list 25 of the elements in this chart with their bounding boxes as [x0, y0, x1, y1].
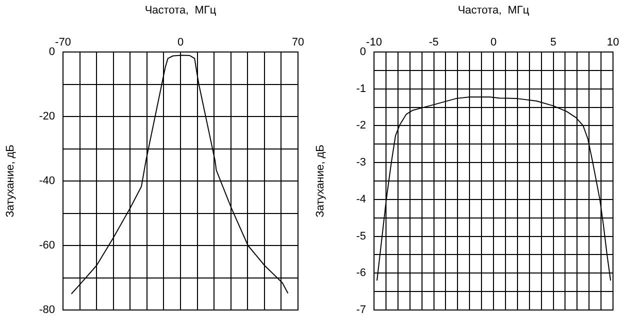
y-tick-label: -5 [356, 230, 366, 242]
y-tick-label: -7 [356, 304, 366, 316]
y-tick-label: -6 [356, 267, 366, 280]
y-tick-label: -1 [356, 82, 366, 95]
x-tick-label: 5 [550, 36, 556, 48]
x-tick-label: 10 [606, 36, 620, 48]
x-axis-title: Частота, МГц [458, 4, 530, 17]
y-tick-label: -80 [39, 304, 55, 316]
y-tick-label: -2 [356, 120, 366, 132]
x-tick-label: -5 [428, 36, 439, 48]
x-tick-label: 0 [490, 36, 497, 48]
x-tick-label: 70 [292, 36, 304, 48]
x-axis-title: Частота, МГц [144, 4, 217, 17]
y-tick-label: -20 [39, 110, 55, 123]
y-tick-label: -4 [356, 193, 366, 206]
x-tick-label: -70 [55, 36, 71, 48]
y-tick-label: 0 [48, 46, 55, 58]
y-tick-label: 0 [360, 46, 366, 58]
y-tick-label: -40 [39, 175, 55, 188]
y-tick-label: -60 [39, 240, 55, 252]
x-tick-label: 0 [177, 36, 184, 48]
y-axis-title: Затухание, дБ [314, 144, 327, 218]
y-tick-label: -3 [356, 156, 366, 169]
y-axis-title: Затухание, дБ [4, 144, 17, 218]
x-tick-label: -10 [366, 36, 382, 48]
